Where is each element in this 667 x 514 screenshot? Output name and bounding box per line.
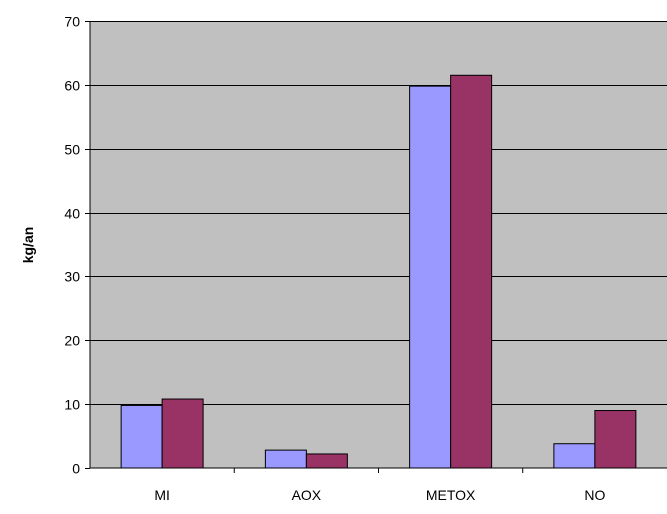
plot-area [90, 21, 667, 468]
y-tick-label: 40 [64, 206, 80, 222]
bar-aox-series-2 [305, 453, 348, 469]
y-tick-label: 30 [64, 269, 80, 285]
bars [120, 74, 637, 469]
bar-mi-series-2 [161, 398, 204, 469]
x-axis-ticks: MI AOX METOX NO [154, 468, 605, 503]
y-tick-label: 50 [64, 142, 80, 158]
x-tick-label: METOX [426, 487, 476, 503]
y-tick-label: 10 [64, 397, 80, 413]
x-tick-label: AOX [292, 487, 322, 503]
y-tick-label: 60 [64, 78, 80, 94]
bar-mi-series-1 [120, 404, 163, 469]
bar-no-series-1 [553, 443, 596, 469]
bar-no-series-2 [594, 410, 637, 469]
x-tick-label: NO [584, 487, 605, 503]
y-tick-label: 0 [72, 461, 80, 477]
y-tick-label: 20 [64, 333, 80, 349]
x-tick-label: MI [154, 487, 170, 503]
y-axis-ticks: 0 10 20 30 40 50 60 70 [64, 14, 90, 477]
y-tick-label: 70 [64, 14, 80, 30]
bar-aox-series-1 [264, 449, 307, 469]
bar-metox-series-2 [450, 74, 493, 469]
bar-metox-series-1 [409, 85, 452, 469]
y-axis-title: kg/an [20, 227, 36, 264]
